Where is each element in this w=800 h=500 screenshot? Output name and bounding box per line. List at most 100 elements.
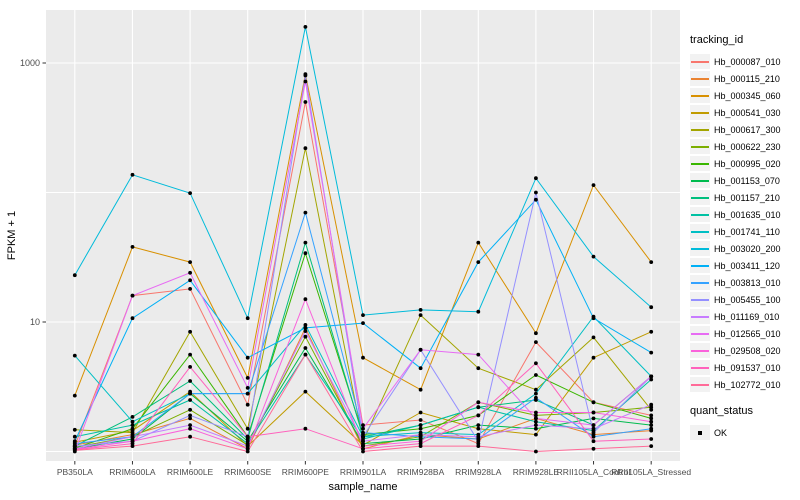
data-point [591, 439, 596, 444]
x-tick-label: RRIM600LA [109, 467, 156, 477]
legend-entry-label: Hb_011169_010 [714, 311, 780, 322]
data-point [649, 374, 654, 379]
legend-color-line [691, 247, 709, 250]
data-point [476, 413, 481, 418]
data-point [591, 423, 596, 427]
legend-entry-label: Hb_000995_020 [714, 158, 781, 169]
data-point [303, 73, 308, 78]
legend-entry-label: Hb_005455_100 [714, 294, 781, 305]
data-point [476, 260, 481, 264]
data-point [188, 407, 193, 412]
data-point [534, 416, 538, 421]
legend-key-swatch [690, 105, 710, 120]
legend-entry-Hb_001153_070: Hb_001153_070 [690, 172, 800, 189]
data-point [649, 444, 654, 448]
data-point [188, 287, 193, 291]
x-tick-label: RRIM901LA [340, 467, 387, 477]
data-point [361, 423, 365, 427]
legend-color-line [691, 298, 709, 301]
data-point [130, 419, 135, 424]
legend-key-swatch [690, 71, 710, 86]
legend-color-line [691, 77, 709, 80]
data-point [591, 400, 596, 405]
data-point [534, 413, 538, 418]
data-point [649, 423, 654, 427]
data-point [245, 402, 250, 407]
data-point [72, 273, 77, 278]
legend-entry-Hb_001157_210: Hb_001157_210 [690, 189, 800, 206]
legend-color-line [691, 128, 709, 131]
data-point [361, 321, 365, 325]
legend-key-swatch [690, 326, 710, 341]
x-tick-label: PB350LA [57, 467, 93, 477]
data-point [534, 361, 538, 366]
data-point [130, 423, 135, 427]
data-point [476, 309, 481, 314]
data-point [188, 365, 193, 369]
data-point [130, 430, 135, 435]
data-point [303, 297, 308, 302]
legend-entry-label: Hb_001153_070 [714, 175, 780, 186]
x-tick-label: RRIM600LE [167, 467, 214, 477]
data-point [303, 334, 308, 339]
data-point [72, 448, 77, 453]
data-point [245, 449, 250, 454]
legend-color-line [691, 60, 709, 63]
legend-entry-label: Hb_012565_010 [714, 328, 781, 339]
x-tick-label: RRII105LA_Stressed [611, 467, 691, 477]
legend-entry-Hb_091537_010: Hb_091537_010 [690, 359, 800, 376]
data-point [72, 427, 77, 432]
data-point [591, 430, 596, 435]
data-point [361, 426, 365, 431]
data-point [418, 426, 423, 431]
legend-color-line [691, 383, 709, 386]
data-point [188, 423, 193, 427]
legend-entry-Hb_003411_120: Hb_003411_120 [690, 257, 800, 274]
data-point [188, 398, 193, 402]
data-point [476, 240, 481, 245]
data-point [303, 146, 308, 151]
data-point [418, 444, 423, 448]
legend-color-line [691, 179, 709, 182]
data-point [649, 350, 654, 355]
data-point [591, 254, 596, 259]
data-point [476, 400, 481, 405]
data-point [303, 346, 308, 350]
data-point [188, 416, 193, 421]
legend-entry-label: Hb_000087_010 [714, 56, 781, 67]
data-point [649, 419, 654, 424]
data-point [591, 183, 596, 188]
legend-entry-Hb_005455_100: Hb_005455_100 [690, 291, 800, 308]
data-point [361, 446, 365, 451]
legend-entry-Hb_011169_010: Hb_011169_010 [690, 308, 800, 325]
data-point [534, 190, 538, 195]
data-point [303, 79, 308, 84]
data-point [72, 434, 77, 439]
data-point [303, 100, 308, 104]
data-point [476, 366, 481, 371]
data-point [303, 210, 308, 215]
quant-status-label: OK [714, 427, 728, 438]
legend-key-swatch [690, 173, 710, 188]
data-point [361, 444, 365, 448]
legend-entries: Hb_000087_010 Hb_000115_210 Hb_000345_060 H… [690, 53, 800, 393]
data-point [361, 355, 365, 360]
legend-color-line [691, 349, 709, 352]
data-point [130, 172, 135, 177]
tracking-id-legend: tracking_id Hb_000087_010 Hb_000115_210 Hb… [690, 34, 800, 441]
data-point [303, 352, 308, 357]
data-point [591, 355, 596, 360]
data-point [534, 387, 538, 392]
legend-entry-label: Hb_001635_010 [714, 209, 781, 220]
x-tick-label: RRIM928LE [513, 467, 560, 477]
data-point [245, 355, 250, 360]
quant-status-point-swatch [690, 425, 710, 440]
quant-status-entries: OK [690, 424, 800, 441]
data-point [418, 366, 423, 371]
data-point [476, 405, 481, 410]
data-point [476, 434, 481, 439]
data-point [361, 449, 365, 454]
y-axis-title: FPKM + 1 [6, 211, 18, 260]
legend-entry-label: Hb_000115_210 [714, 73, 780, 84]
legend-entry-label: Hb_003411_120 [714, 260, 780, 271]
